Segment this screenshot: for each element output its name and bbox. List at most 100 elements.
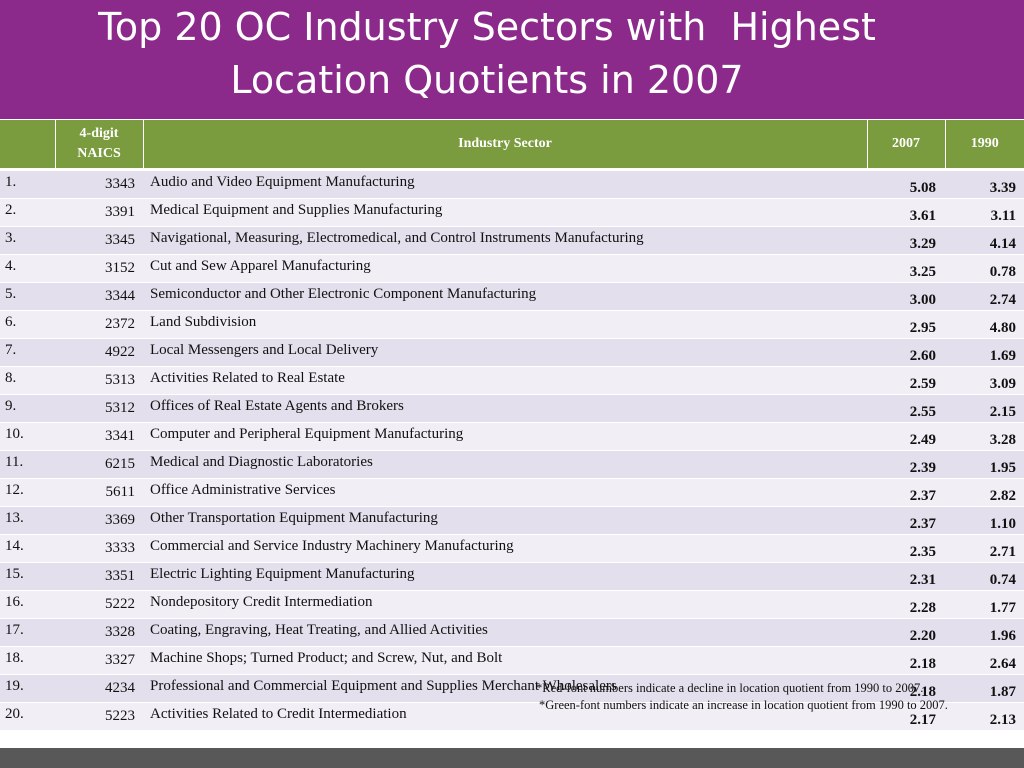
naics-cell: 5611 (55, 478, 143, 507)
naics-cell: 3152 (55, 254, 143, 283)
lq-2007-cell: 2.35 (867, 534, 945, 563)
table-row: 5. 3344 Semiconductor and Other Electronic… (0, 282, 1024, 311)
lq-1990-cell: 4.14 (945, 226, 1024, 255)
table-row: 8. 5313 Activities Related to Real Estate 2… (0, 366, 1024, 395)
rank-cell: 3. (0, 226, 55, 255)
naics-header-line-2: NAICS (77, 146, 121, 161)
sector-cell: Cut and Sew Apparel Manufacturing (143, 254, 867, 283)
lq-1990-cell: 2.15 (945, 394, 1024, 423)
lq-2007-cell: 2.60 (867, 338, 945, 367)
table-row: 9. 5312 Offices of Real Estate Agents and … (0, 394, 1024, 423)
table-row: 1. 3343 Audio and Video Equipment Manufact… (0, 168, 1024, 199)
table-row: 2. 3391 Medical Equipment and Supplies Man… (0, 198, 1024, 227)
lq-2007-cell: 2.55 (867, 394, 945, 423)
rank-cell: 4. (0, 254, 55, 283)
naics-cell: 6215 (55, 450, 143, 479)
naics-cell: 3369 (55, 506, 143, 535)
lq-1990-cell: 2.64 (945, 646, 1024, 675)
sector-cell: Semiconductor and Other Electronic Compo… (143, 282, 867, 311)
lq-1990-cell: 0.74 (945, 562, 1024, 591)
naics-cell: 5313 (55, 366, 143, 395)
footnote-red: *Red-font numbers indicate a decline in … (536, 681, 924, 695)
naics-cell: 3341 (55, 422, 143, 451)
lq-2007-cell: 2.59 (867, 366, 945, 395)
table-row: 7. 4922 Local Messengers and Local Deliver… (0, 338, 1024, 367)
lq-2007-cell: 3.00 (867, 282, 945, 311)
table-body: 1. 3343 Audio and Video Equipment Manufact… (0, 168, 1024, 730)
table-row: 6. 2372 Land Subdivision 2.95 4.80 (0, 310, 1024, 339)
lq-2007-cell: 3.29 (867, 226, 945, 255)
table-row: 10. 3341 Computer and Peripheral Equipment… (0, 422, 1024, 451)
rank-cell: 12. (0, 478, 55, 507)
lq-1990-cell: 1.95 (945, 450, 1024, 479)
lq-1990-cell: 1.69 (945, 338, 1024, 367)
rank-cell: 5. (0, 282, 55, 311)
lq-1990-cell: 3.09 (945, 366, 1024, 395)
lq-1990-cell: 1.77 (945, 590, 1024, 619)
industry-sectors-table: 4-digit NAICS Industry Sector 2007 1990 … (0, 120, 1024, 730)
sector-cell: Land Subdivision (143, 310, 867, 339)
rank-cell: 9. (0, 394, 55, 423)
lq-1990-cell: 1.87 (945, 674, 1024, 703)
lq-2007-cell: 3.25 (867, 254, 945, 283)
naics-cell: 3345 (55, 226, 143, 255)
lq-1990-cell: 2.74 (945, 282, 1024, 311)
naics-cell: 3343 (55, 168, 143, 199)
naics-cell: 5222 (55, 590, 143, 619)
sector-cell: Local Messengers and Local Delivery (143, 338, 867, 367)
sector-header: Industry Sector (142, 120, 867, 170)
naics-cell: 4234 (55, 674, 143, 703)
lq-1990-cell: 2.13 (945, 702, 1024, 730)
sector-cell: Medical and Diagnostic Laboratories (143, 450, 867, 479)
lq-2007-cell: 2.28 (867, 590, 945, 619)
rank-cell: 14. (0, 534, 55, 563)
sector-cell: Electric Lighting Equipment Manufacturin… (143, 562, 867, 591)
table-row: 16. 5222 Nondepository Credit Intermediati… (0, 590, 1024, 619)
sector-cell: Navigational, Measuring, Electromedical,… (143, 226, 867, 255)
rank-cell: 17. (0, 618, 55, 647)
lq-2007-cell: 2.37 (867, 478, 945, 507)
sector-cell: Professional and Commercial Equipment an… (143, 674, 867, 703)
lq-2007-cell: 2.95 (867, 310, 945, 339)
naics-cell: 5223 (55, 702, 143, 730)
naics-cell: 3328 (55, 618, 143, 647)
rank-cell: 7. (0, 338, 55, 367)
rank-header (0, 120, 55, 170)
table-row: 14. 3333 Commercial and Service Industry M… (0, 534, 1024, 563)
year-1990-header: 1990 (944, 120, 1024, 170)
lq-1990-cell: 2.82 (945, 478, 1024, 507)
sector-cell: Audio and Video Equipment Manufacturing (143, 168, 867, 199)
rank-cell: 18. (0, 646, 55, 675)
title-band: Top 20 OC Industry Sectors with Highest … (0, 0, 1024, 119)
lq-1990-cell: 4.80 (945, 310, 1024, 339)
lq-2007-cell: 2.37 (867, 506, 945, 535)
sector-cell: Medical Equipment and Supplies Manufactu… (143, 198, 867, 227)
sector-cell: Office Administrative Services (143, 478, 867, 507)
lq-1990-cell: 2.71 (945, 534, 1024, 563)
lq-2007-cell: 2.31 (867, 562, 945, 591)
lq-2007-cell: 2.18 (867, 646, 945, 675)
sector-cell: Commercial and Service Industry Machiner… (143, 534, 867, 563)
naics-header-line-1: 4-digit (79, 126, 119, 141)
table-row: 20. 5223 Activities Related to Credit Inte… (0, 702, 1024, 730)
footnote-green: *Green-font numbers indicate an increase… (539, 698, 948, 712)
lq-2007-cell: 5.08 (867, 168, 945, 199)
year-2007-header: 2007 (866, 120, 945, 170)
naics-header: 4-digit NAICS (54, 120, 143, 170)
naics-cell: 3344 (55, 282, 143, 311)
lq-1990-cell: 1.96 (945, 618, 1024, 647)
rank-cell: 1. (0, 168, 55, 199)
rank-cell: 6. (0, 310, 55, 339)
table-row: 19. 4234 Professional and Commercial Equip… (0, 674, 1024, 703)
table-row: 3. 3345 Navigational, Measuring, Electrome… (0, 226, 1024, 255)
rank-cell: 8. (0, 366, 55, 395)
lq-2007-cell: 2.20 (867, 618, 945, 647)
naics-cell: 4922 (55, 338, 143, 367)
table-header-row: 4-digit NAICS Industry Sector 2007 1990 (0, 120, 1024, 170)
rank-cell: 13. (0, 506, 55, 535)
slide-title-line-1: Top 20 OC Industry Sectors with Highest (98, 5, 876, 49)
lq-1990-cell: 3.11 (945, 198, 1024, 227)
table-row: 18. 3327 Machine Shops; Turned Product; an… (0, 646, 1024, 675)
lq-2007-cell: 2.49 (867, 422, 945, 451)
naics-cell: 5312 (55, 394, 143, 423)
